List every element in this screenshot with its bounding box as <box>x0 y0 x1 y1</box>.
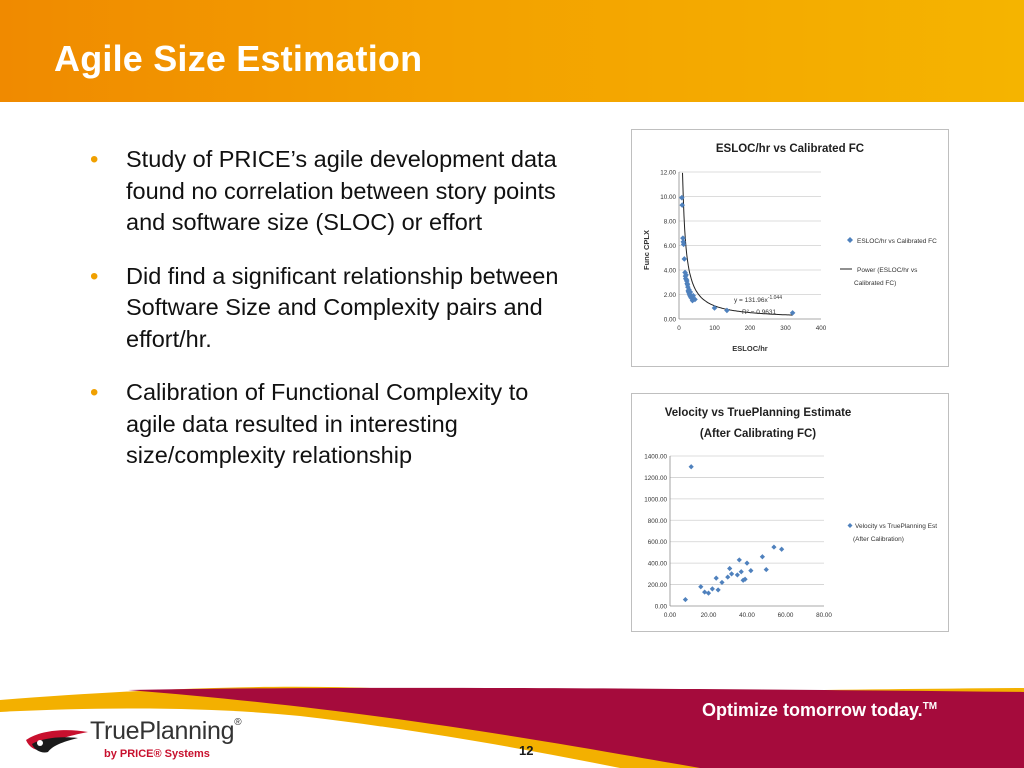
x-tick-label: 100 <box>709 325 720 332</box>
y-tick-label: 1200.00 <box>644 475 667 482</box>
data-point <box>734 572 740 578</box>
logo-wordmark: TruePlanning® <box>90 717 242 746</box>
x-tick-labels: 0 100 200 300 400 <box>677 325 827 332</box>
bullet-dot-icon: • <box>90 379 99 406</box>
velocity-chart-svg: Velocity vs TruePlanning Estimate (After… <box>644 407 939 619</box>
bullet-item: • Did find a significant relationship bet… <box>90 261 570 356</box>
data-point <box>727 565 733 572</box>
legend-power-line1: Power (ESLOC/hr vs <box>857 267 918 274</box>
logo-subtitle: by PRICE® Systems <box>104 748 210 760</box>
y-tick-label: 600.00 <box>648 539 668 546</box>
logo-name: TruePlanning <box>90 717 235 745</box>
data-point <box>679 194 685 201</box>
y-tick-label: 1000.00 <box>644 496 667 503</box>
bullet-item: • Study of PRICE’s agile development data… <box>90 144 570 239</box>
page-number: 12 <box>519 743 534 758</box>
power-trendline <box>682 172 793 316</box>
x-tick-label: 0.00 <box>664 612 677 619</box>
y-tick-label: 2.00 <box>664 292 677 299</box>
esloc-chart: ESLOC/hr vs Calibrated FC 0.00 2.00 4.00 6.… <box>631 129 949 367</box>
data-point <box>715 587 721 593</box>
data-point <box>698 584 704 590</box>
y-axis-label: Func CPLX <box>642 230 651 270</box>
data-point <box>724 307 730 314</box>
bullet-dot-icon: • <box>90 146 99 173</box>
data-point <box>684 281 691 288</box>
bullet-list: • Study of PRICE’s agile development data… <box>90 144 570 494</box>
data-point <box>789 310 796 316</box>
y-tick-label: 400.00 <box>648 561 668 568</box>
legend-line2: (After Calibration) <box>853 536 904 543</box>
velocity-chart: Velocity vs TruePlanning Estimate (After… <box>631 393 949 632</box>
data-point <box>683 272 689 278</box>
y-tick-label: 10.00 <box>660 194 676 201</box>
r2-label: R² = 0.9631 <box>742 309 777 316</box>
legend-entry-scatter: ESLOC/hr vs Calibrated FC <box>857 238 937 245</box>
bullet-item: • Calibration of Functional Complexity to… <box>90 377 570 472</box>
gridlines <box>678 171 821 320</box>
trueplanning-logo-icon <box>26 730 88 753</box>
equation-text: y = 131.96x <box>734 297 769 304</box>
legend-marker-icon <box>847 237 853 243</box>
data-point <box>680 235 686 241</box>
legend-power-line2: Calibrated FC) <box>854 280 896 287</box>
bullet-dot-icon: • <box>90 262 99 290</box>
y-tick-label: 1400.00 <box>644 454 667 461</box>
x-tick-label: 300 <box>780 325 791 332</box>
y-tick-label: 200.00 <box>648 582 668 589</box>
bullet-text: Study of PRICE’s agile development data … <box>126 146 557 235</box>
chart-title: Velocity vs TruePlanning Estimate <box>665 407 852 419</box>
logo-reg-mark: ® <box>234 717 242 728</box>
legend-marker-icon <box>847 523 853 528</box>
y-tick-labels: 0.00 2.00 4.00 6.00 8.00 10.00 12.00 <box>660 170 676 324</box>
y-tick-label: 12.00 <box>660 170 676 177</box>
footer-white-curve <box>0 708 620 768</box>
tagline-text: Optimize tomorrow today. <box>702 700 923 720</box>
y-tick-label: 4.00 <box>664 268 677 275</box>
data-point <box>692 296 698 303</box>
y-tick-labels: 0.00 200.00 400.00 600.00 800.00 1000.00 1200.… <box>644 454 667 611</box>
equation-label: y = 131.96x-1.044 <box>734 295 782 304</box>
data-point <box>725 574 731 580</box>
data-point <box>682 269 688 276</box>
data-point <box>679 202 685 208</box>
x-tick-label: 40.00 <box>739 612 755 619</box>
equation-exponent: -1.044 <box>768 295 782 301</box>
y-tick-label: 0.00 <box>655 604 668 611</box>
bullet-text: Did find a significant relationship betw… <box>126 262 559 352</box>
chart-title: ESLOC/hr vs Calibrated FC <box>716 143 864 155</box>
y-tick-label: 0.00 <box>664 317 677 324</box>
legend-entry-power: Power (ESLOC/hr vs Calibrated FC) <box>854 267 919 287</box>
footer-red-swoosh <box>128 687 1024 768</box>
chart-subtitle: (After Calibrating FC) <box>700 428 816 440</box>
x-tick-label: 20.00 <box>701 612 717 619</box>
esloc-chart-svg: ESLOC/hr vs Calibrated FC 0.00 2.00 4.00 6.… <box>642 143 937 353</box>
data-point <box>684 278 690 284</box>
x-tick-label: 0 <box>677 325 681 332</box>
y-tick-label: 800.00 <box>648 518 668 525</box>
slide-title: Agile Size Estimation <box>54 38 423 79</box>
x-tick-label: 80.00 <box>816 612 832 619</box>
data-point <box>690 292 696 299</box>
x-tick-label: 60.00 <box>778 612 794 619</box>
legend-line1: Velocity vs TruePlanning Est <box>855 523 937 530</box>
x-axis-label: ESLOC/hr <box>732 344 768 353</box>
bullet-text: Calibration of Functional Complexity to … <box>126 379 529 468</box>
data-point <box>742 576 748 582</box>
x-tick-labels: 0.00 20.00 40.00 60.00 80.00 <box>664 612 833 619</box>
data-point <box>681 256 688 262</box>
tagline: Optimize tomorrow today.TM <box>702 700 937 721</box>
x-tick-label: 200 <box>745 325 756 332</box>
title-bar: Agile Size Estimation <box>0 0 1024 102</box>
y-tick-label: 8.00 <box>664 219 677 226</box>
trademark: TM <box>922 701 938 712</box>
y-tick-label: 6.00 <box>664 243 677 250</box>
x-tick-label: 400 <box>816 325 827 332</box>
legend-entry: Velocity vs TruePlanning Est (After Cali… <box>853 523 939 543</box>
